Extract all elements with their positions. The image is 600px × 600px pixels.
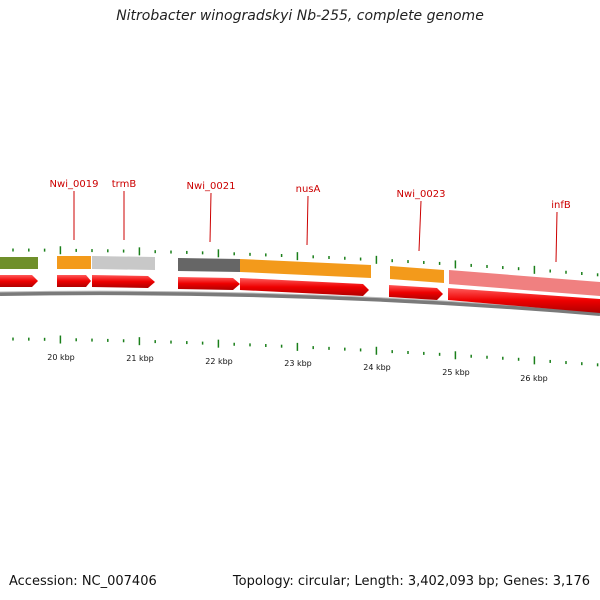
feature-bar (57, 256, 91, 269)
kbp-label: 26 kbp (520, 374, 548, 383)
gene-label: Nwi_0019 (50, 179, 99, 190)
gene-label: Nwi_0021 (187, 181, 236, 192)
genome-backbone (0, 291, 600, 316)
scale-labels: 20 kbp 21 kbp 22 kbp 23 kbp 24 kbp 25 kb… (47, 353, 548, 383)
accession-text: Accession: NC_007406 (9, 574, 157, 589)
genome-summary-text: Topology: circular; Length: 3,402,093 bp… (232, 574, 590, 589)
kbp-label: 24 kbp (363, 363, 391, 372)
gene-label: Nwi_0023 (397, 189, 446, 200)
gene-label-leader (555, 211, 558, 263)
gene-label: infB (551, 200, 571, 211)
gene-label: nusA (296, 184, 321, 195)
gene-labels: Nwi_0019 trmB Nwi_0021 nusA Nwi_0023 inf… (50, 179, 571, 263)
feature-bar (390, 266, 444, 283)
gene-label-leader (418, 200, 422, 252)
feature-bar-group (0, 256, 600, 296)
feature-bar (92, 256, 155, 270)
kbp-label: 22 kbp (205, 357, 233, 366)
feature-bar (449, 270, 600, 296)
kbp-label: 25 kbp (442, 368, 470, 377)
kbp-label: 23 kbp (284, 359, 312, 368)
feature-bar (240, 259, 371, 278)
gene-label: trmB (112, 179, 137, 190)
cds-arrow (92, 275, 155, 288)
cds-arrow (57, 275, 91, 287)
gene-label-leader (306, 195, 309, 246)
tick-marks (12, 246, 599, 367)
kbp-label: 21 kbp (126, 354, 154, 363)
cds-arrow (240, 278, 369, 296)
feature-bar (0, 257, 38, 269)
cds-arrow-group (0, 275, 600, 313)
cds-arrow (178, 277, 240, 290)
gene-label-leader (209, 192, 212, 243)
feature-bar (178, 258, 240, 272)
kbp-label: 20 kbp (47, 353, 75, 362)
map-title: Nitrobacter winogradskyi Nb-255, complet… (116, 8, 484, 24)
cds-arrow (448, 288, 600, 313)
cds-arrow (0, 275, 38, 287)
cds-arrow (389, 285, 443, 300)
